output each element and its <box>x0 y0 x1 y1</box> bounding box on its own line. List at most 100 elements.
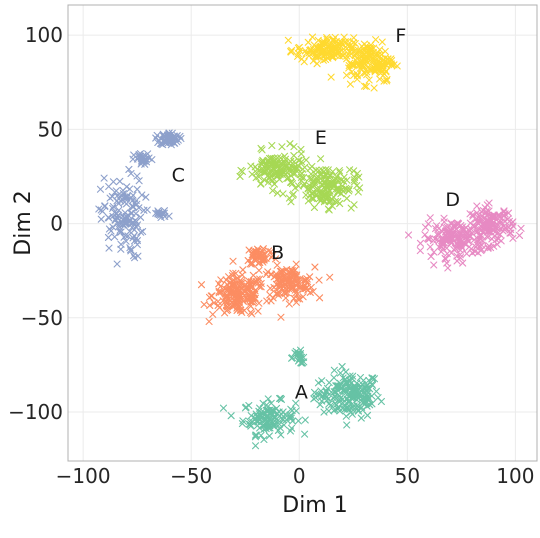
scatter-point <box>258 158 266 166</box>
scatter-point <box>488 235 496 243</box>
scatter-point <box>270 273 278 281</box>
scatter-point <box>281 288 289 296</box>
scatter-point <box>453 240 461 248</box>
scatter-point <box>109 202 117 211</box>
plot-frame <box>67 4 538 462</box>
scatter-point <box>226 278 235 286</box>
scatter-point <box>323 50 331 58</box>
scatter-point <box>229 269 237 277</box>
scatter-point <box>368 374 376 382</box>
scatter-point <box>343 185 351 193</box>
scatter-point <box>277 313 285 321</box>
scatter-point <box>505 224 513 232</box>
scatter-point <box>249 271 257 279</box>
scatter-point <box>206 301 214 309</box>
scatter-point <box>291 289 299 297</box>
scatter-point <box>154 207 162 215</box>
scatter-point <box>287 198 295 206</box>
scatter-point <box>111 188 119 196</box>
scatter-point <box>374 65 382 73</box>
scatter-point <box>427 252 435 260</box>
scatter-point <box>310 203 318 211</box>
scatter-point <box>278 143 286 151</box>
scatter-point <box>344 379 352 387</box>
scatter-point <box>116 228 124 236</box>
y-tick-label: 50 <box>38 117 63 141</box>
scatter-point <box>469 212 477 220</box>
scatter-point <box>416 247 424 255</box>
scatter-point <box>476 242 484 250</box>
scatter-point <box>287 47 295 55</box>
scatter-point <box>229 257 237 265</box>
scatter-point <box>291 184 299 192</box>
scatter-point <box>166 138 174 146</box>
scatter-point <box>117 197 125 205</box>
scatter-point <box>97 215 105 223</box>
scatter-point <box>301 47 309 55</box>
scatter-point <box>122 237 130 245</box>
scatter-point <box>148 156 156 164</box>
scatter-point <box>500 207 508 215</box>
scatter-point <box>109 223 117 231</box>
scatter-point <box>122 217 130 225</box>
scatter-point <box>313 60 321 68</box>
scatter-point <box>292 399 300 407</box>
scatter-point <box>127 169 135 178</box>
tick-labels: −100 −50 0 50 100 −100 −50 0 50 100 <box>8 23 534 488</box>
scatter-point <box>370 84 378 92</box>
scatter-point <box>312 50 320 58</box>
scatter-point <box>251 294 259 302</box>
scatter-point <box>215 287 223 295</box>
scatter-point <box>259 258 267 266</box>
scatter-point <box>459 259 467 267</box>
scatter-point <box>245 277 253 285</box>
scatter-point <box>320 39 328 47</box>
scatter-point <box>456 230 464 238</box>
scatter-point <box>327 52 335 60</box>
scatter-point <box>283 275 291 283</box>
scatter-point <box>286 427 295 435</box>
scatter-point <box>100 174 108 182</box>
scatter-point <box>302 156 310 164</box>
scatter-point <box>280 280 288 288</box>
scatter-point <box>276 424 284 432</box>
scatter-point <box>121 219 130 227</box>
scatter-point <box>283 169 291 177</box>
scatter-point <box>176 132 184 140</box>
scatter-point <box>354 59 362 67</box>
scatter-point <box>437 239 445 247</box>
scatter-point <box>101 202 109 210</box>
scatter-point <box>326 171 334 179</box>
scatter-point <box>210 299 218 307</box>
scatter-point <box>325 206 333 214</box>
scatter-point <box>96 185 105 193</box>
scatter-point <box>353 72 361 80</box>
scatter-point <box>315 167 323 175</box>
scatter-point <box>242 403 250 411</box>
scatter-point <box>416 239 424 247</box>
scatter-point <box>354 188 362 196</box>
scatter-point <box>205 317 213 326</box>
scatter-point <box>298 158 306 166</box>
scatter-point <box>259 399 267 407</box>
scatter-point <box>270 175 278 183</box>
y-tick-label: 0 <box>50 212 63 236</box>
scatter-point <box>123 192 131 200</box>
scatter-point <box>365 76 373 84</box>
scatter-point <box>350 176 358 184</box>
scatter-point <box>127 209 135 217</box>
cluster-F-points <box>284 33 401 92</box>
scatter-point <box>345 61 353 70</box>
scatter-point <box>457 238 465 246</box>
scatter-point <box>337 176 345 184</box>
scatter-point <box>292 260 300 268</box>
scatter-point <box>254 417 262 425</box>
scatter-point <box>124 232 132 240</box>
scatter-point <box>239 266 247 274</box>
scatter-point <box>434 229 442 237</box>
scatter-point <box>337 38 346 47</box>
scatter-point <box>334 187 342 195</box>
scatter-point <box>257 144 265 152</box>
scatter-point <box>138 191 146 199</box>
scatter-point <box>352 383 360 391</box>
